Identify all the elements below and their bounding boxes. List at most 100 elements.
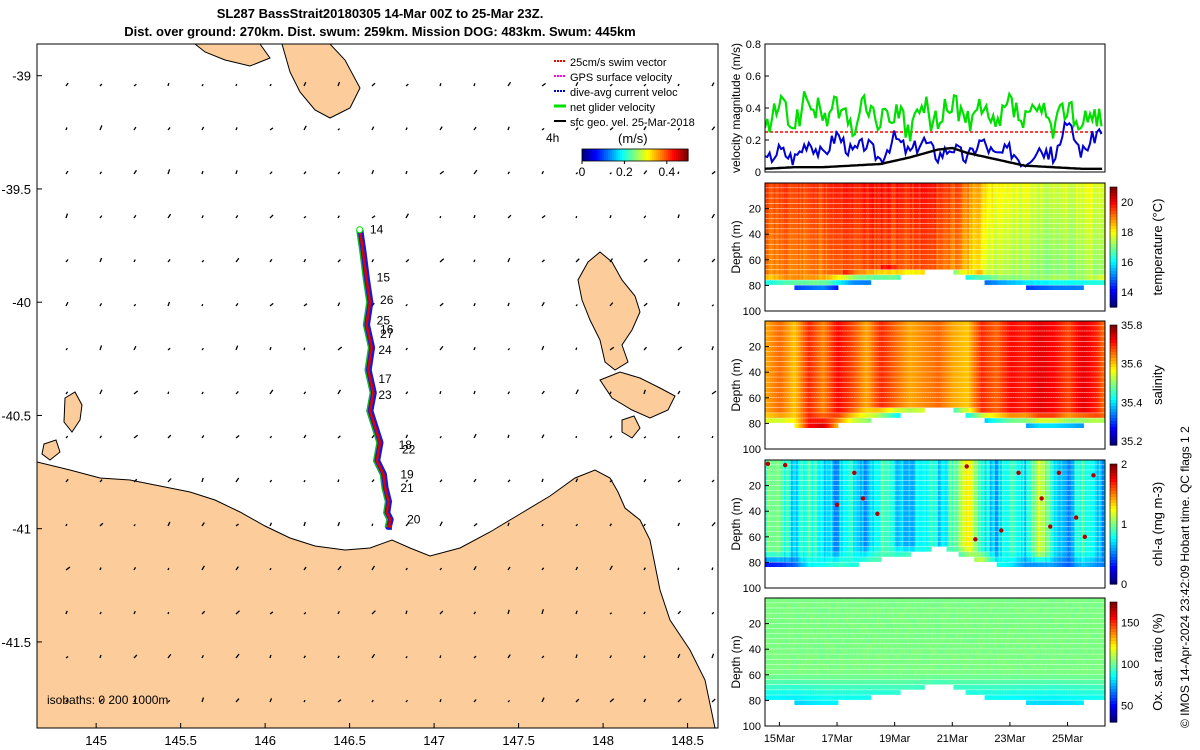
temperature-cell [906,218,910,224]
temperature-cell [828,285,832,290]
temperature-cell [1020,264,1024,270]
temperature-cell [863,229,867,234]
temperature-cell [903,270,906,275]
temperature-cell [771,280,775,285]
temperature-cell [989,234,993,239]
temperature-cell [851,213,854,219]
temperature-cell [934,218,937,224]
temperature-cell [799,254,803,260]
temperature-cell [1081,218,1084,224]
salinity-cell [794,397,797,403]
temperature-cell [1038,285,1041,290]
velocity-arrow [65,478,69,483]
salinity-cell [777,336,780,341]
temperature-cell [996,188,1000,193]
temperature-cell [1045,275,1048,280]
temperature-cell [771,229,775,234]
temperature-cell [882,275,886,280]
temperature-cell [1007,188,1010,193]
temperature-cell [832,259,835,265]
temperature-cell [1000,223,1003,229]
temperature-cell [943,239,946,244]
temperature-cell [809,249,813,255]
temperature-cell [998,239,1001,244]
temperature-cell [1060,254,1064,260]
salinity-cell [775,341,778,347]
temperature-cell [922,208,925,214]
temperature-cell [799,208,803,214]
temperature-cell [835,198,839,203]
salinity-cell [765,402,768,408]
temperature-cell [939,259,943,265]
temperature-cell [1096,280,1100,285]
temperature-cell [837,275,841,280]
temperature-cell [886,188,889,193]
salinity-cell [768,377,771,382]
temperature-cell [969,223,972,229]
velocity-arrow [405,347,408,351]
velocity-arrow [65,347,68,351]
temperature-cell [811,259,815,265]
temperature-cell [1090,183,1093,188]
temperature-cell [918,259,922,265]
velocity-arrow [371,565,375,571]
temperature-cell [1102,264,1105,270]
temperature-cell [958,234,962,239]
temperature-cell [925,229,929,234]
temperature-cell [834,213,837,219]
temperature-cell [828,208,832,214]
temperature-cell [827,203,830,209]
temperature-cell [1095,254,1098,260]
temperature-cell [770,208,773,214]
temperature-cell [1013,249,1017,255]
velocity-arrow [473,655,477,659]
salinity-cell [801,326,804,331]
temperature-cell [1064,275,1067,280]
salinity-cell [780,372,784,377]
temperature-cell [975,183,979,188]
temperature-cell [939,213,943,219]
temperature-cell [777,208,780,214]
temperature-cell [908,229,912,234]
temperature-cell [860,203,863,209]
temperature-cell [1058,285,1062,290]
velocity-arrow [235,215,239,219]
temperature-cell [918,193,922,198]
temperature-cell [875,239,879,244]
temperature-cell [898,249,901,255]
temperature-cell [867,218,870,224]
temperature-cell [1005,254,1008,260]
temperature-cell [863,239,867,244]
salinity-cell [780,346,784,352]
temperature-cell [982,229,986,234]
temperature-cell [799,249,803,255]
temperature-cell [891,193,894,198]
temperature-cell [988,193,991,198]
temperature-cell [941,218,944,224]
temperature-cell [825,239,829,244]
temperature-cell [789,188,792,193]
temperature-cell [854,213,858,219]
temperature-cell [934,259,937,265]
temperature-cell [927,213,931,219]
temperature-cell [996,198,1000,203]
temperature-cell [970,198,974,203]
velocity-arrow [167,654,172,659]
temperature-cell [1032,264,1036,270]
velocity-arrow [269,127,274,131]
temperature-cell [1079,193,1083,198]
temperature-cell [1069,208,1072,214]
temperature-cell [1041,275,1045,280]
temperature-cell [1090,193,1093,198]
temperature-cell [1079,183,1083,188]
salinity-cell [794,423,797,428]
temperature-cell [809,244,813,250]
temperature-cell [837,183,841,188]
temperature-cell [1029,193,1033,198]
velocity-arrow [507,348,511,351]
map-x-tick-label: 147 [423,733,445,748]
temperature-cell [891,198,894,203]
temperature-cell [1074,254,1077,260]
temperature-cell [911,213,915,219]
salinity-cell [813,418,816,423]
